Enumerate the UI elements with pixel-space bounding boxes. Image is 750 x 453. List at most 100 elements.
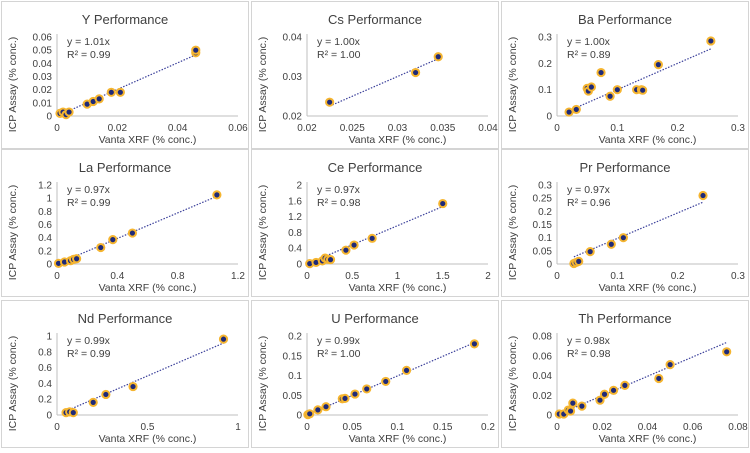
y-tick-label: 1.2 [38,181,52,192]
data-point [321,402,331,412]
data-point [571,104,581,115]
y-tick-label: 0.4 [288,244,302,255]
y-tick-label: 0.02 [533,391,553,402]
chart-title: Th Performance [578,311,671,326]
x-tick-label: 0.1 [610,271,624,282]
x-axis-label: Vanta XRF (% conc.) [349,134,447,146]
data-point [94,94,104,104]
x-tick-label: 0.2 [481,422,495,433]
x-tick-label: 0.4 [110,271,124,282]
data-point [401,365,412,375]
data-point [305,409,315,419]
data-point [108,235,118,245]
x-tick-label: 0.06 [228,123,248,134]
y-tick-label: 0.04 [33,59,53,70]
x-tick-label: 0.5 [141,422,155,433]
chart-panel-pr: Pr Performance 0 0.1 0.2 0.3 0 0.05 0.1 0.15 0.2 0… [501,149,749,297]
trendline [309,205,443,264]
y-tick-label: 0.2 [288,332,302,343]
x-axis-label: Vanta XRF (% conc.) [99,134,197,146]
x-axis-label: Vanta XRF (% conc.) [599,282,697,294]
chart-title: Pr Performance [579,160,670,175]
x-tick-label: 0.025 [340,123,365,134]
y-tick-label: 0.8 [38,207,52,218]
trend-equation: y = 0.97x [67,184,111,196]
x-axis-label: Vanta XRF (% conc.) [599,134,697,146]
r-squared: R² = 0.96 [567,197,611,209]
y-tick-label: 1 [46,194,52,205]
y-tick-label: 1.2 [288,212,302,223]
trend-equation: y = 0.98x [567,335,611,347]
data-point [96,242,106,253]
y-axis-label: ICP Assay (% conc.) [257,37,269,133]
trend-equation: y = 1.00x [317,36,361,48]
data-point [72,254,82,264]
x-axis-label: Vanta XRF (% conc.) [349,433,447,445]
data-point [586,82,596,92]
chart-title: Ba Performance [578,12,672,27]
x-tick-label: 0 [54,422,60,433]
y-tick-label: 0 [546,411,552,422]
data-point [577,401,587,411]
chart-svg: Cs Performance 0.02 0.025 0.03 0.035 0.04 0.02… [257,12,498,146]
r-squared: R² = 0.99 [67,197,111,209]
trend-equation: y = 0.99x [67,335,111,347]
trend-equation: y = 1.01x [67,36,111,48]
r-squared: R² = 1.00 [317,348,361,360]
y-tick-label: 0 [296,260,302,271]
chart-title: Ce Performance [328,160,423,175]
data-point [654,373,664,384]
data-point [313,405,323,415]
x-tick-label: 0.2 [671,123,685,134]
data-point [722,347,732,357]
data-point [568,398,578,408]
trend-equation: y = 0.97x [567,184,611,196]
trendline [329,58,439,107]
chart-svg: U Performance 0 0.05 0.1 0.15 0.2 0 0.05 0.1 0.15… [257,311,495,445]
chart-svg: Nd Performance 0 0.5 1 0 0.2 0.4 0.6 0.8 1 Vanta X… [7,311,241,445]
y-axis-label: ICP Assay (% conc.) [257,185,269,281]
y-tick-label: 0.6 [38,363,52,374]
y-tick-label: 0.3 [538,33,552,44]
data-point [218,334,229,344]
data-point [127,228,138,238]
chart-panel-u: U Performance 0 0.05 0.1 0.15 0.2 0 0.05 0.1 0.15… [251,300,499,448]
x-tick-label: 0.02 [108,123,128,134]
y-tick-label: 0.8 [38,347,52,358]
data-point [362,384,372,394]
data-point [565,406,576,416]
data-point [606,239,616,249]
y-tick-label: 0.06 [533,351,553,362]
chart-panel-th: Th Performance 0 0.02 0.04 0.06 0.08 0 0.02 0.04… [501,300,749,448]
data-point [115,87,125,97]
y-tick-label: 0 [296,411,302,422]
y-axis-label: ICP Assay (% conc.) [7,336,19,432]
y-tick-label: 0.15 [283,351,303,362]
trend-equation: y = 0.99x [317,335,361,347]
data-point [106,87,116,97]
chart-title: Y Performance [82,12,168,27]
y-tick-label: 0.01 [33,98,53,109]
x-tick-label: 0.1 [610,123,624,134]
chart-panel-ba: Ba Performance 0 0.1 0.2 0.3 0 0.1 0.2 0.3 Vanta … [501,1,749,149]
chart-svg: Ce Performance 0 0.5 1 1.5 2 0 0.4 0.8 1.2 1.6 2 Van… [257,160,491,294]
r-squared: R² = 0.98 [567,348,611,360]
x-tick-label: 1.5 [436,271,450,282]
data-point [574,256,584,266]
x-tick-label: 0.06 [683,422,703,433]
x-tick-label: 0.035 [430,123,455,134]
y-tick-label: 1.6 [288,196,302,207]
x-tick-label: 0 [304,422,310,433]
x-tick-label: 1 [235,422,241,433]
chart-panel-y: Y Performance 0 0.02 0.04 0.06 0 0.01 0.02 0.03 0… [1,1,249,149]
chart-panel-la: La Performance 0 0.4 0.8 1.2 0 0.2 0.4 0.6 0.8 1 1.… [1,149,249,297]
data-point [341,245,351,255]
x-tick-label: 0 [554,422,560,433]
y-tick-label: 0.4 [38,379,52,390]
x-tick-label: 0.2 [671,271,685,282]
x-tick-label: 0 [554,123,560,134]
trend-equation: y = 1.00x [567,36,611,48]
data-point [564,107,574,117]
data-point [191,45,201,55]
data-point [433,52,443,62]
